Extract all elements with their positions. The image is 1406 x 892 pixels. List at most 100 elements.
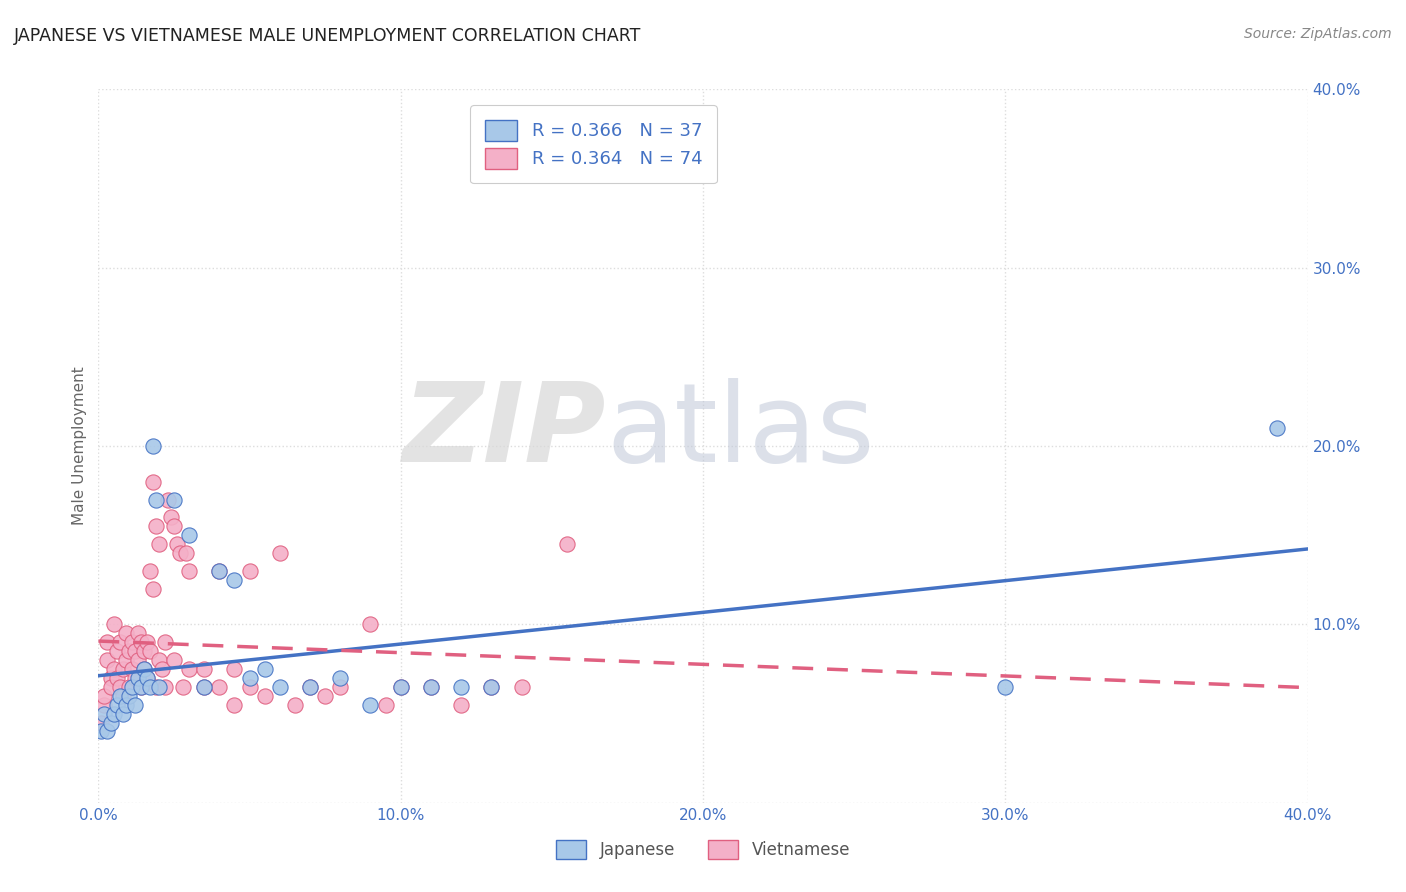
Point <box>481 680 503 694</box>
Point <box>224 662 246 676</box>
Point <box>208 564 231 578</box>
Point <box>139 680 162 694</box>
Point <box>111 689 134 703</box>
Point <box>156 492 179 507</box>
Point <box>269 546 291 560</box>
Point <box>105 644 128 658</box>
Point <box>174 546 197 560</box>
Legend: Japanese, Vietnamese: Japanese, Vietnamese <box>550 833 856 866</box>
Point <box>163 653 186 667</box>
Point <box>127 626 149 640</box>
Point <box>389 680 412 694</box>
Point <box>420 680 443 694</box>
Point <box>994 680 1017 694</box>
Point <box>148 653 170 667</box>
Point <box>108 689 131 703</box>
Point <box>269 680 291 694</box>
Point <box>96 635 118 649</box>
Point <box>172 680 194 694</box>
Point <box>163 492 186 507</box>
Point <box>114 626 136 640</box>
Point <box>299 680 322 694</box>
Point <box>145 680 167 694</box>
Point <box>253 662 276 676</box>
Point <box>142 475 165 489</box>
Point <box>145 519 167 533</box>
Point <box>160 510 183 524</box>
Point <box>129 680 152 694</box>
Point <box>124 671 146 685</box>
Point <box>135 671 157 685</box>
Point <box>420 680 443 694</box>
Point <box>100 671 122 685</box>
Point <box>100 715 122 730</box>
Text: atlas: atlas <box>606 378 875 485</box>
Point <box>114 698 136 712</box>
Point <box>93 706 115 721</box>
Point <box>179 662 201 676</box>
Point <box>179 564 201 578</box>
Point <box>127 671 149 685</box>
Point <box>90 715 112 730</box>
Point <box>239 671 262 685</box>
Point <box>193 680 215 694</box>
Point <box>374 698 396 712</box>
Point <box>129 680 152 694</box>
Point <box>148 680 170 694</box>
Point <box>208 564 231 578</box>
Point <box>118 689 141 703</box>
Point <box>224 573 246 587</box>
Point <box>253 689 276 703</box>
Y-axis label: Male Unemployment: Male Unemployment <box>72 367 87 525</box>
Point <box>103 617 125 632</box>
Point <box>481 680 503 694</box>
Point <box>93 698 115 712</box>
Point <box>114 653 136 667</box>
Point <box>148 537 170 551</box>
Point <box>132 662 155 676</box>
Point <box>193 662 215 676</box>
Point <box>121 680 143 694</box>
Point <box>179 528 201 542</box>
Point <box>329 671 352 685</box>
Point <box>360 617 382 632</box>
Point <box>360 698 382 712</box>
Point <box>132 662 155 676</box>
Point <box>1267 421 1289 435</box>
Point <box>111 662 134 676</box>
Point <box>169 546 191 560</box>
Point <box>96 724 118 739</box>
Point <box>135 671 157 685</box>
Point <box>193 680 215 694</box>
Point <box>96 653 118 667</box>
Point <box>389 680 412 694</box>
Point <box>100 680 122 694</box>
Point <box>135 635 157 649</box>
Point <box>139 564 162 578</box>
Point <box>108 635 131 649</box>
Point <box>121 662 143 676</box>
Point <box>121 635 143 649</box>
Point <box>153 635 176 649</box>
Point <box>166 537 188 551</box>
Point <box>103 662 125 676</box>
Point <box>124 644 146 658</box>
Point <box>208 680 231 694</box>
Point <box>510 680 533 694</box>
Point <box>284 698 307 712</box>
Point <box>103 706 125 721</box>
Point <box>329 680 352 694</box>
Point <box>93 689 115 703</box>
Point <box>118 680 141 694</box>
Text: ZIP: ZIP <box>402 378 606 485</box>
Point <box>118 644 141 658</box>
Point <box>127 653 149 667</box>
Point <box>224 698 246 712</box>
Point <box>108 680 131 694</box>
Point <box>142 582 165 596</box>
Point <box>124 698 146 712</box>
Point <box>129 635 152 649</box>
Point <box>555 537 578 551</box>
Point <box>132 644 155 658</box>
Point <box>239 680 262 694</box>
